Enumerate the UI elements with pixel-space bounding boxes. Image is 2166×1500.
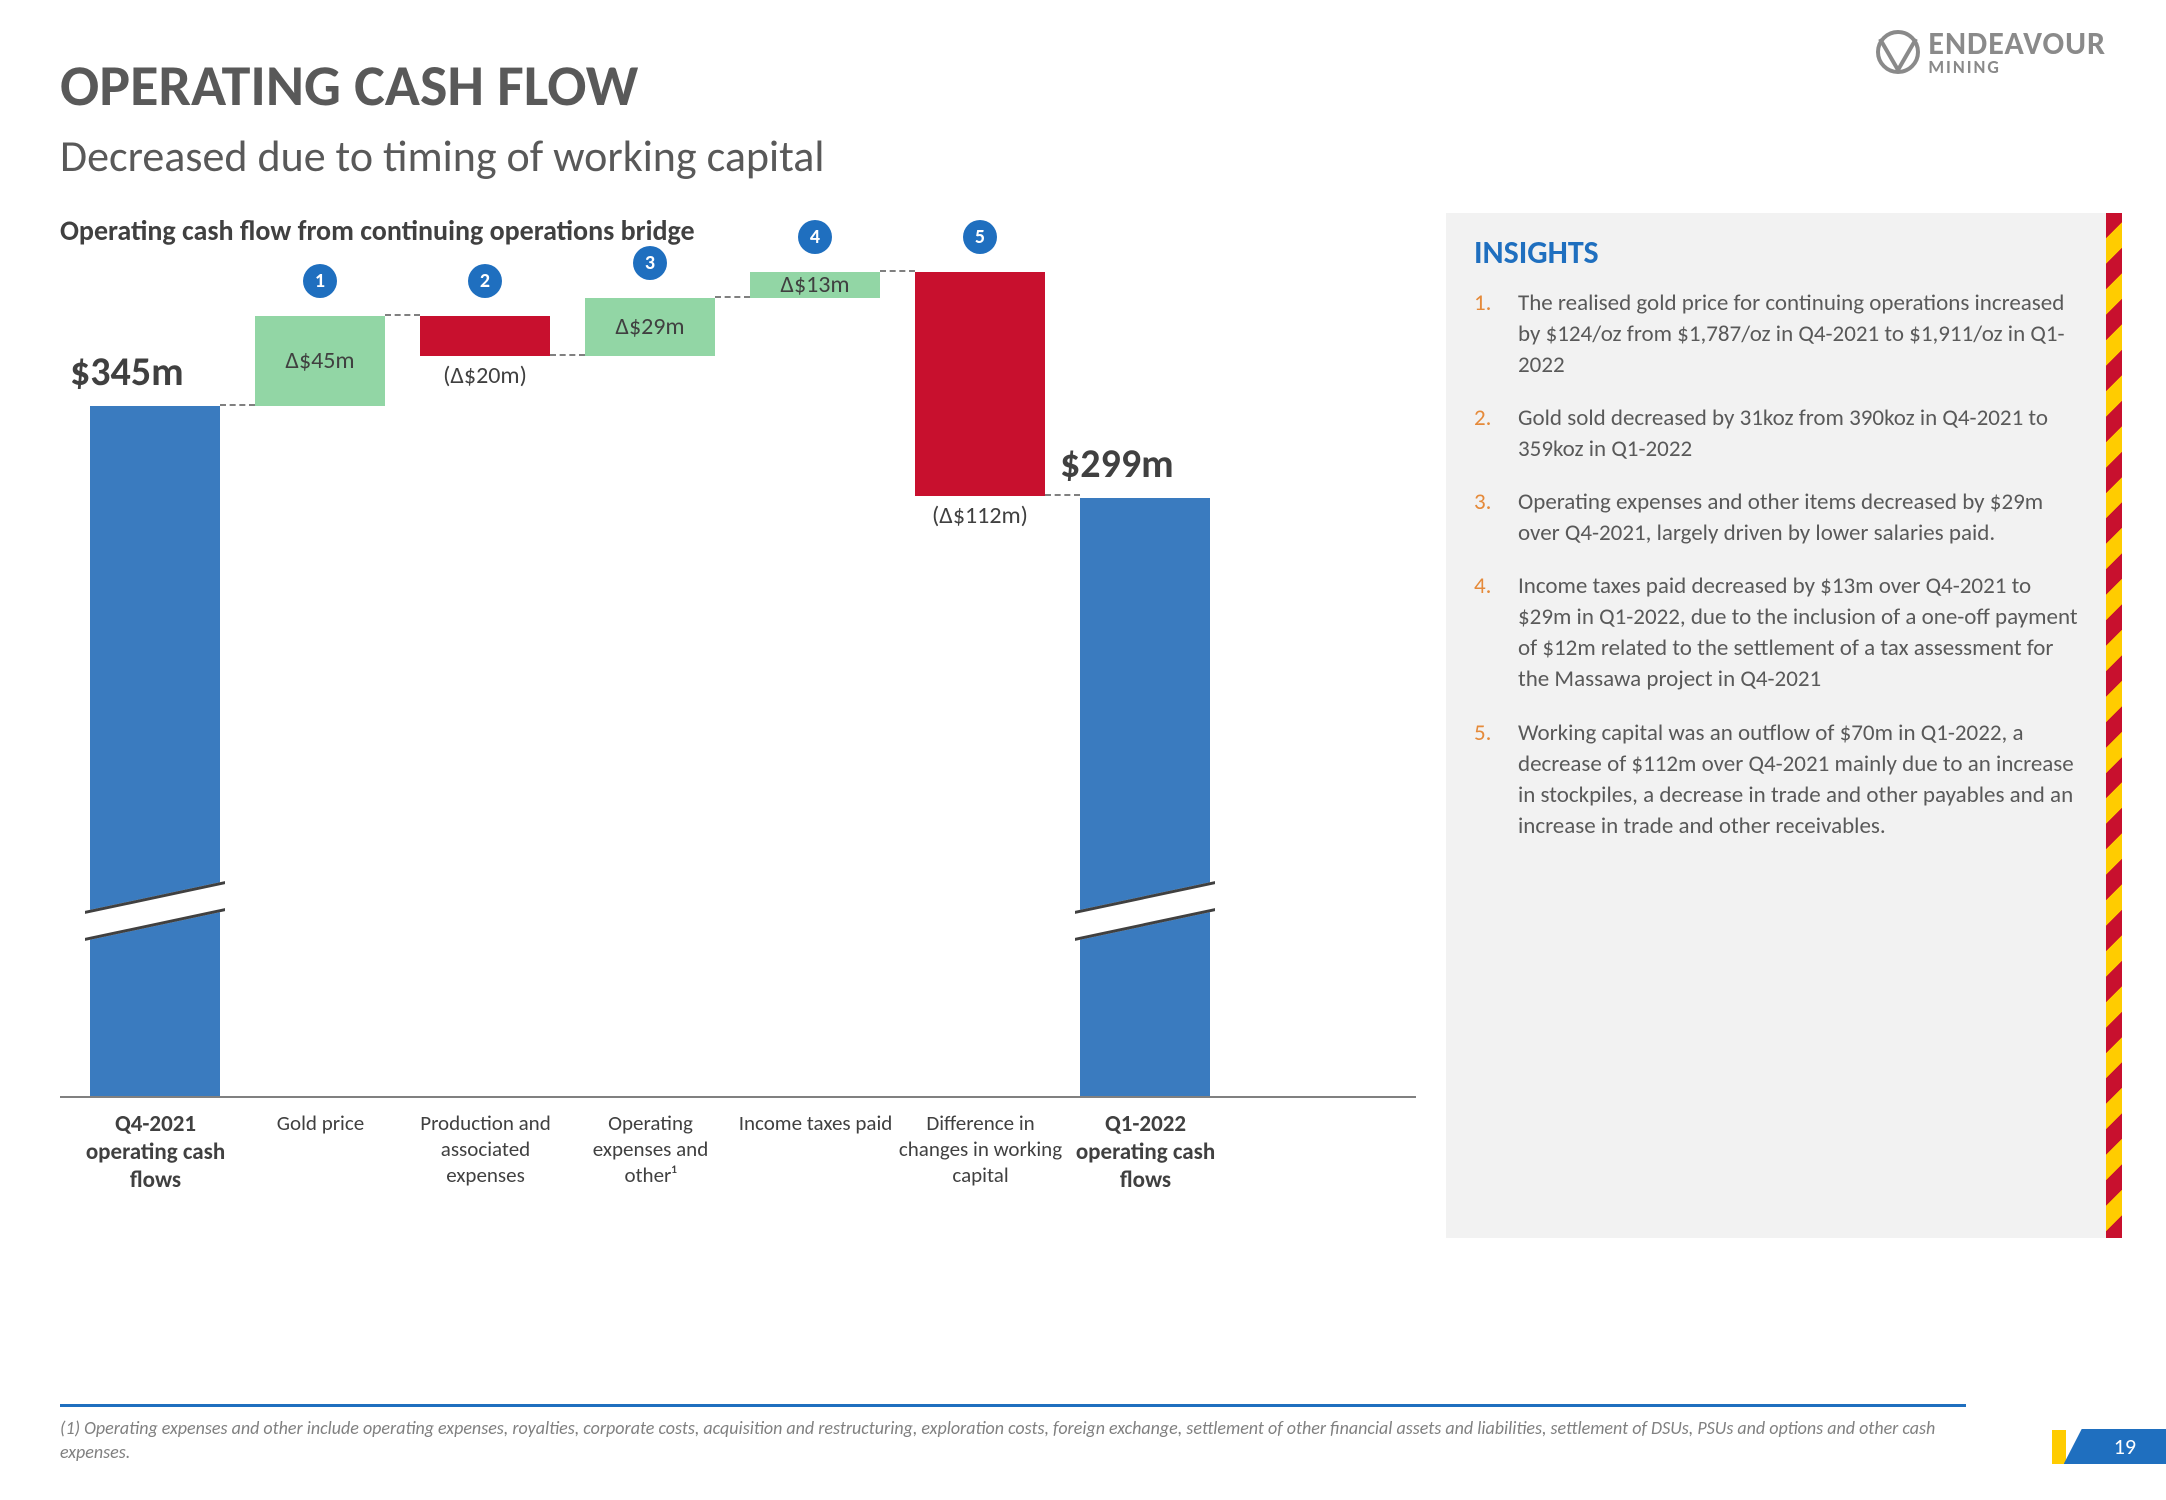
bar-delta-label: Δ$29m [585, 312, 715, 341]
accent-stripes [2106, 213, 2122, 1238]
connector-line [1045, 494, 1080, 496]
insight-item: Working capital was an outflow of $70m i… [1474, 718, 2078, 842]
insight-item: Operating expenses and other items decre… [1474, 487, 2078, 549]
connector-line [880, 270, 915, 272]
bar-total-value: $345m [70, 347, 184, 396]
bar-rect [420, 316, 550, 356]
x-axis-label: Q1-2022 operating cash flows [1063, 1110, 1228, 1194]
bar-rect [915, 272, 1045, 496]
waterfall-chart: $345mΔ$45m1(Δ$20m)2Δ$29m3Δ$13m4(Δ$112m)5… [60, 268, 1416, 1098]
bar-delta-label: Δ$45m [255, 346, 385, 375]
x-axis-label: Gold price [238, 1110, 403, 1136]
bar-total-value: $299m [1060, 439, 1174, 488]
chart-column: Operating cash flow from continuing oper… [60, 213, 1416, 1238]
page-number-accent [2052, 1430, 2066, 1464]
x-axis-label: Q4-2021 operating cash flows [73, 1110, 238, 1194]
connector-line [550, 354, 585, 356]
page-title: OPERATING CASH FLOW [60, 50, 2106, 121]
x-axis-label: Income taxes paid [733, 1110, 898, 1136]
bar-badge: 1 [303, 264, 337, 298]
bar-badge: 3 [633, 246, 667, 280]
logo-line1: ENDEAVOUR [1928, 30, 2106, 59]
connector-line [220, 404, 255, 406]
x-axis-label: Production and associated expenses [403, 1110, 568, 1188]
x-axis-label: Difference in changes in working capital [898, 1110, 1063, 1188]
company-logo: ENDEAVOUR MINING [1876, 30, 2106, 75]
connector-line [715, 296, 750, 298]
insight-item: Income taxes paid decreased by $13m over… [1474, 571, 2078, 695]
insights-list: The realised gold price for continuing o… [1474, 288, 2078, 842]
bar-delta-label: (Δ$20m) [420, 361, 550, 390]
bar-badge: 4 [798, 220, 832, 254]
insights-title: INSIGHTS [1474, 233, 2078, 272]
bar-rect [90, 406, 220, 1096]
page-number: 19 [2064, 1429, 2166, 1464]
chart-title: Operating cash flow from continuing oper… [60, 213, 1416, 248]
page-subtitle: Decreased due to timing of working capit… [60, 129, 2106, 183]
insight-item: The realised gold price for continuing o… [1474, 288, 2078, 381]
footnote: (1) Operating expenses and other include… [60, 1404, 1966, 1464]
bar-badge: 2 [468, 264, 502, 298]
insight-item: Gold sold decreased by 31koz from 390koz… [1474, 403, 2078, 465]
bar-delta-label: Δ$13m [750, 270, 880, 299]
x-axis-label: Operating expenses and other¹ [568, 1110, 733, 1188]
insights-panel: INSIGHTS The realised gold price for con… [1446, 213, 2106, 1238]
bar-rect [1080, 498, 1210, 1096]
logo-icon [1876, 30, 1920, 74]
connector-line [385, 314, 420, 316]
bar-badge: 5 [963, 220, 997, 254]
bar-delta-label: (Δ$112m) [915, 501, 1045, 530]
